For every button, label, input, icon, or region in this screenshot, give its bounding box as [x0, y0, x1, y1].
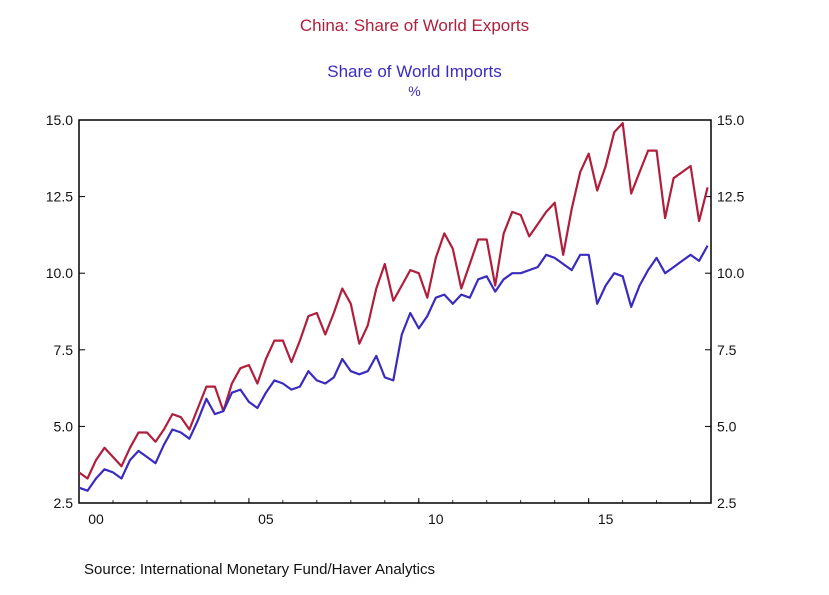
y-tick-label-left: 7.5: [54, 342, 74, 358]
y-tick-label-left: 2.5: [54, 495, 74, 511]
plot-frame: [78, 119, 712, 504]
series-lines: [78, 121, 709, 492]
chart-title: China: Share of World Exports: [299, 16, 530, 35]
exports-line: [78, 121, 709, 480]
imports-line: [78, 245, 709, 492]
y-tick-label-right: 12.5: [717, 189, 744, 205]
x-axis: 00 05 10 15: [78, 498, 692, 527]
x-tick-label: 10: [428, 511, 444, 527]
y-axis-right: 15.0 12.5 10.0 7.5 5.0 2.5: [705, 112, 744, 511]
unit-label: %: [408, 83, 421, 99]
y-tick-label-right: 5.0: [717, 418, 737, 434]
x-tick-label: 00: [88, 511, 104, 527]
y-axis-left: 15.0 12.5 10.0 7.5 5.0 2.5: [46, 112, 85, 511]
y-tick-label-right: 10.0: [717, 265, 744, 281]
y-tick-label-right: 2.5: [717, 495, 737, 511]
source-note: Source: International Monetary Fund/Have…: [84, 561, 436, 578]
x-tick-label: 15: [598, 511, 614, 527]
chart-subtitle: Share of World Imports: [327, 62, 502, 81]
y-tick-label-right: 15.0: [717, 112, 744, 128]
y-tick-label-left: 10.0: [46, 265, 73, 281]
y-tick-label-left: 15.0: [46, 112, 73, 128]
y-tick-label-left: 5.0: [54, 418, 74, 434]
y-tick-label-right: 7.5: [717, 342, 737, 358]
y-tick-label-left: 12.5: [46, 189, 73, 205]
x-tick-label: 05: [258, 511, 274, 527]
